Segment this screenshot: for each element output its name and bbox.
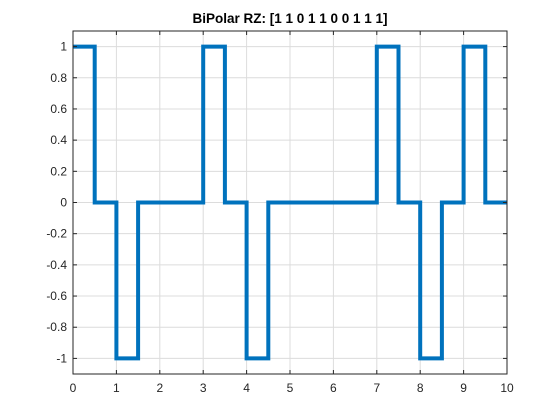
x-tick-label: 0 [70, 381, 77, 395]
y-tick-labels: -1 -0.8 -0.6 -0.4 -0.2 0 0.2 0.4 0.6 0.8 1 [46, 40, 67, 366]
y-tick-label: -1 [56, 351, 67, 365]
y-tick-label: -0.2 [46, 227, 67, 241]
x-tick-label: 6 [330, 381, 337, 395]
y-tick-label: 0.6 [50, 102, 67, 116]
y-tick-label: 1 [60, 40, 67, 54]
x-tick-label: 2 [156, 381, 163, 395]
y-tick-label: -0.4 [46, 258, 67, 272]
y-tick-label: 0.4 [50, 133, 67, 147]
y-tick-label: 0.8 [50, 71, 67, 85]
x-tick-labels: 0 1 2 3 4 5 6 7 8 9 10 [70, 381, 514, 395]
x-tick-label: 5 [287, 381, 294, 395]
y-tick-label: 0.2 [50, 164, 67, 178]
y-tick-label: -0.8 [46, 320, 67, 334]
x-tick-label: 1 [113, 381, 120, 395]
x-tick-label: 7 [373, 381, 380, 395]
x-tick-label: 8 [417, 381, 424, 395]
x-tick-label: 10 [500, 381, 514, 395]
x-tick-label: 4 [243, 381, 250, 395]
x-tick-label: 3 [200, 381, 207, 395]
chart-title: BiPolar RZ: [1 1 0 1 1 0 0 1 1 1] [192, 11, 387, 26]
y-tick-label: -0.6 [46, 289, 67, 303]
y-tick-label: 0 [60, 196, 67, 210]
x-tick-label: 9 [460, 381, 467, 395]
